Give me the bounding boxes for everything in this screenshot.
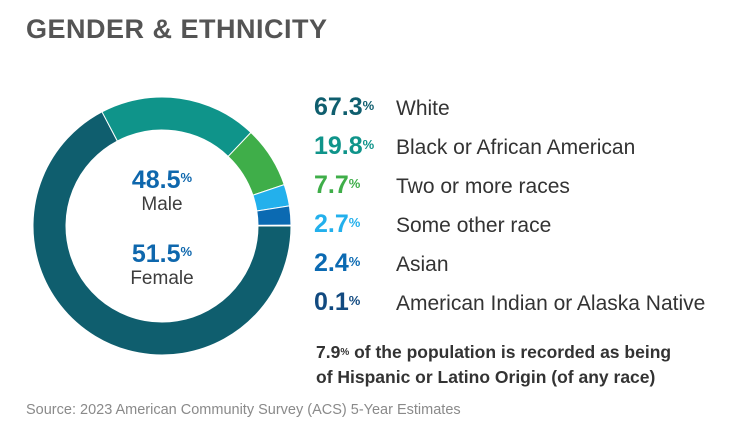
- female-unit: %: [180, 244, 193, 259]
- legend-label: Asian: [396, 253, 449, 276]
- female-percent: 51.5%: [82, 240, 242, 268]
- female-label: Female: [130, 268, 194, 289]
- legend-label: Some other race: [396, 214, 552, 237]
- chart-title: GENDER & ETHNICITY: [26, 14, 328, 44]
- note-value: 7.9: [316, 342, 341, 362]
- legend-value: 19.8%: [314, 132, 375, 160]
- legend-label: Two or more races: [396, 175, 570, 198]
- slice-white: [32, 111, 292, 356]
- male-percent: 48.5%: [82, 166, 242, 194]
- legend-item-two-or-more: 7.7% Two or more races: [314, 168, 734, 202]
- slice-american-indian: [257, 224, 292, 227]
- female-stat: 51.5% Female: [82, 240, 242, 290]
- legend-value: 2.7%: [314, 210, 361, 238]
- legend-item-white: 67.3% White: [314, 90, 734, 124]
- legend-value: 2.4%: [314, 249, 361, 277]
- male-unit: %: [180, 170, 193, 185]
- note-line2: of Hispanic or Latino Origin (of any rac…: [316, 367, 656, 387]
- legend-item-american-indian: 0.1% American Indian or Alaska Native: [314, 285, 734, 319]
- legend-value: 7.7%: [314, 171, 361, 199]
- legend-item-black: 19.8% Black or African American: [314, 129, 734, 163]
- hispanic-note: 7.9% of the population is recorded as be…: [316, 340, 671, 390]
- slice-black: [101, 96, 252, 158]
- male-label: Male: [141, 194, 183, 215]
- note-unit: %: [340, 347, 350, 358]
- male-value: 48.5: [131, 166, 181, 194]
- source-note: Source: 2023 American Community Survey (…: [26, 402, 461, 418]
- legend-label: White: [396, 97, 450, 120]
- legend-label: American Indian or Alaska Native: [396, 292, 706, 315]
- legend-value: 67.3%: [314, 93, 375, 121]
- legend-value: 0.1%: [314, 288, 361, 316]
- male-stat: 48.5% Male: [82, 166, 242, 216]
- legend-item-asian: 2.4% Asian: [314, 246, 734, 280]
- legend-label: Black or African American: [396, 136, 636, 159]
- female-value: 51.5: [131, 240, 181, 268]
- legend-item-other: 2.7% Some other race: [314, 207, 734, 241]
- note-line1: of the population is recorded as being: [349, 342, 672, 362]
